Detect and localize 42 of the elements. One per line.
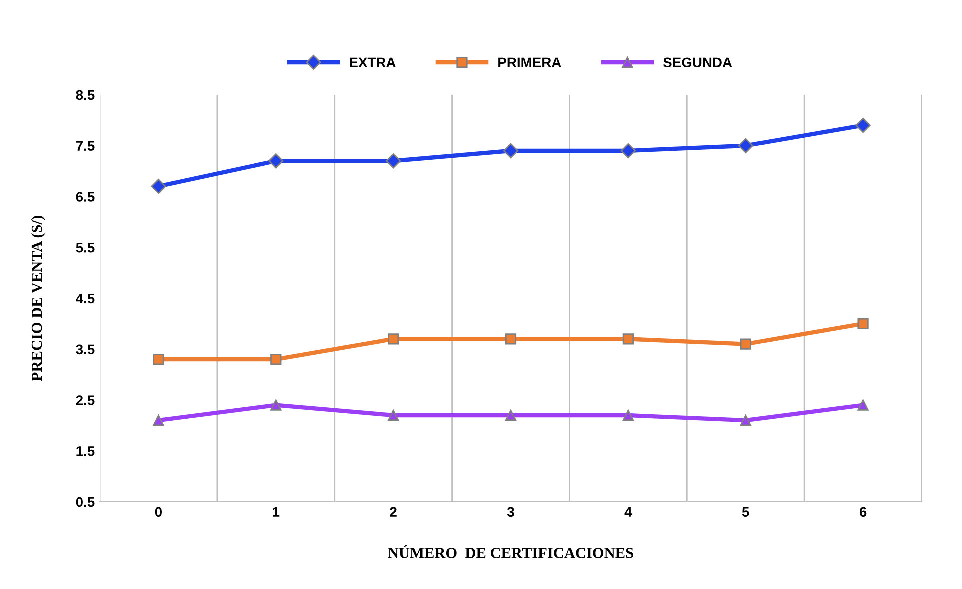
point xyxy=(858,318,869,330)
point xyxy=(738,138,754,154)
point xyxy=(505,334,517,345)
point xyxy=(622,334,634,345)
y-tick-label: 5.5 xyxy=(76,243,95,253)
point xyxy=(153,415,164,426)
x-tick-label: 6 xyxy=(860,507,867,518)
y-tick-label: 8.5 xyxy=(76,90,95,100)
y-tick-label: 1.5 xyxy=(76,446,95,456)
point xyxy=(270,354,282,366)
point xyxy=(620,143,636,159)
legend-label: EXTRA xyxy=(350,58,396,68)
x-tick-label: 0 xyxy=(155,507,162,518)
x-axis-title: NÚMERO DE CERTIFICACIONES xyxy=(388,545,634,558)
x-tick-label: 4 xyxy=(624,507,632,517)
y-tick-label: 2.5 xyxy=(76,396,95,406)
point xyxy=(388,334,400,345)
point xyxy=(505,410,517,422)
point xyxy=(386,154,402,169)
y-tick-label: 7.5 xyxy=(76,141,95,152)
x-tick-label: 1 xyxy=(273,507,280,517)
y-axis-title: PRECIO DE VENTA (S/) xyxy=(31,216,46,382)
y-tick-label: 0.5 xyxy=(76,497,95,508)
point xyxy=(622,410,634,422)
point xyxy=(740,415,752,426)
point xyxy=(858,400,869,411)
point xyxy=(740,338,752,350)
legend-label: SEGUNDA xyxy=(663,58,732,68)
point xyxy=(151,179,166,194)
y-tick-label: 6.5 xyxy=(76,192,95,202)
x-tick-label: 5 xyxy=(742,507,750,518)
x-tick-label: 2 xyxy=(390,507,397,517)
point xyxy=(153,354,164,366)
legend-label: PRIMERA xyxy=(498,58,562,68)
point xyxy=(856,118,871,134)
point xyxy=(503,143,519,159)
point xyxy=(270,400,282,411)
point xyxy=(388,410,400,422)
y-tick-label: 4.5 xyxy=(76,294,95,304)
x-tick-label: 3 xyxy=(507,507,514,518)
point xyxy=(268,154,284,169)
y-tick-label: 3.5 xyxy=(76,344,95,355)
